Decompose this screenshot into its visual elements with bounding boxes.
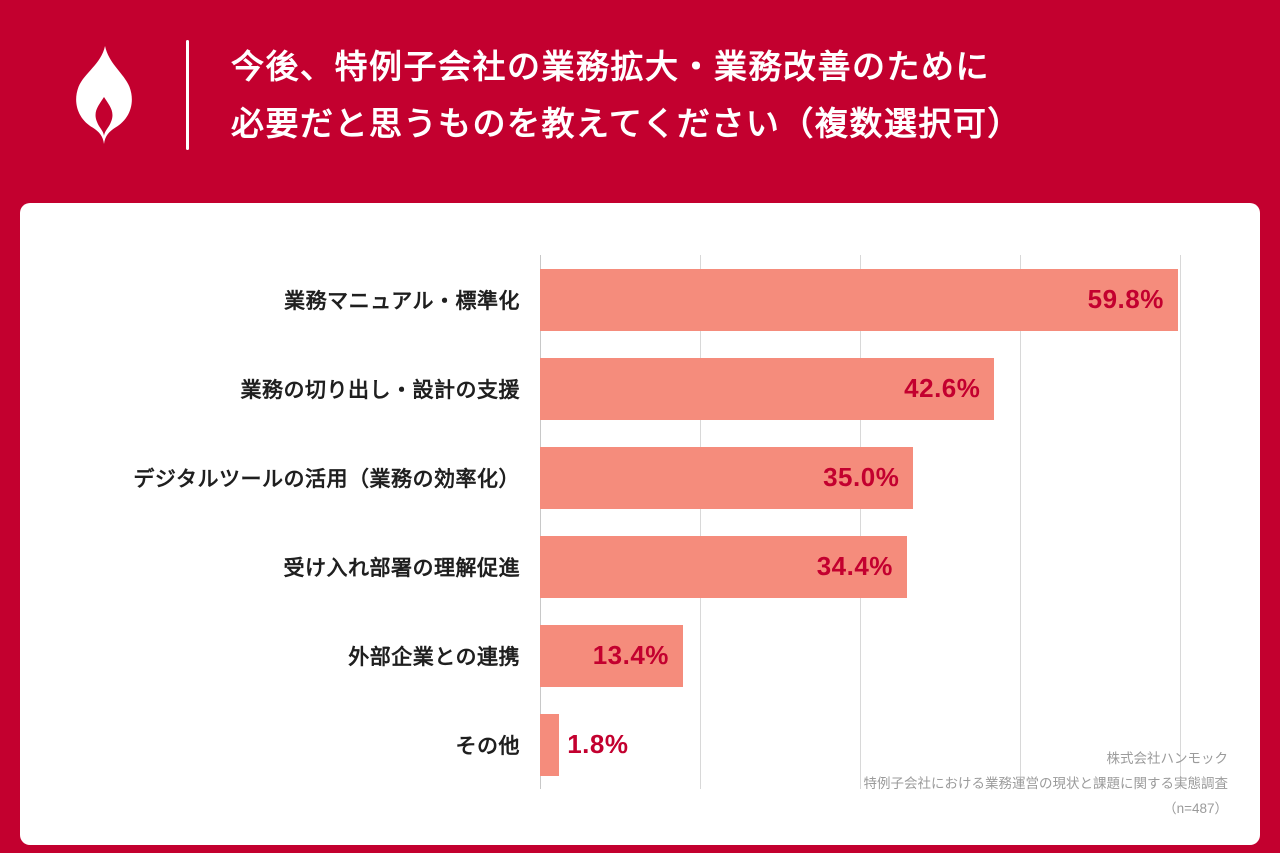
page-title-line2: 必要だと思うものを教えてください（複数選択可） <box>231 104 1022 142</box>
bar-row: 42.6% <box>540 344 1180 433</box>
source-note: 株式会社ハンモック 特例子会社における業務運営の現状と課題に関する実態調査 （n… <box>864 746 1229 821</box>
bar-row: 34.4% <box>540 522 1180 611</box>
category-label: 業務の切り出し・設計の支援 <box>240 378 520 402</box>
value-label: 13.4% <box>592 640 669 670</box>
category-label: その他 <box>455 734 520 758</box>
bar: 34.4% <box>540 535 907 598</box>
category-label: デジタルツールの活用（業務の効率化） <box>133 467 520 491</box>
page-title: 今後、特例子会社の業務拡大・業務改善のために 必要だと思うものを教えてください（… <box>231 38 1022 152</box>
source-sample-size: （n=487） <box>1163 801 1228 816</box>
gridline <box>1020 255 1021 789</box>
category-label: 外部企業との連携 <box>348 645 520 669</box>
source-company: 株式会社ハンモック <box>1106 751 1229 766</box>
bars-area: 59.8% 42.6% 35.0% 34.4% 13.4% 1.8% <box>540 255 1180 789</box>
flame-icon <box>68 44 140 146</box>
bar-row: 13.4% <box>540 611 1180 700</box>
bar: 13.4% <box>540 624 683 687</box>
category-label: 受け入れ部署の理解促進 <box>283 556 520 580</box>
value-label: 1.8% <box>567 729 629 759</box>
gridline <box>700 255 701 789</box>
bar: 42.6% <box>540 357 995 420</box>
header: 今後、特例子会社の業務拡大・業務改善のために 必要だと思うものを教えてください（… <box>0 0 1280 203</box>
gridline <box>860 255 861 789</box>
bar-row: 35.0% <box>540 433 1180 522</box>
bar-row: 59.8% <box>540 255 1180 344</box>
header-divider <box>186 39 189 150</box>
bar-chart: 業務マニュアル・標準化業務の切り出し・設計の支援デジタルツールの活用（業務の効率… <box>20 255 1260 789</box>
value-label: 59.8% <box>1087 284 1164 314</box>
bar: 59.8% <box>540 268 1178 331</box>
value-label: 35.0% <box>823 462 900 492</box>
gridlines <box>540 255 1181 789</box>
axis-line <box>540 255 541 789</box>
value-label: 34.4% <box>816 551 893 581</box>
page-title-line1: 今後、特例子会社の業務拡大・業務改善のために <box>231 47 990 85</box>
bar: 35.0% <box>540 446 914 509</box>
category-labels: 業務マニュアル・標準化業務の切り出し・設計の支援デジタルツールの活用（業務の効率… <box>20 255 540 789</box>
value-label: 42.6% <box>904 373 981 403</box>
source-survey-title: 特例子会社における業務運営の現状と課題に関する実態調査 <box>863 776 1229 791</box>
chart-card: 業務マニュアル・標準化業務の切り出し・設計の支援デジタルツールの活用（業務の効率… <box>20 203 1260 845</box>
bar <box>540 713 560 776</box>
gridline <box>1180 255 1181 789</box>
category-label: 業務マニュアル・標準化 <box>284 289 520 313</box>
bar-row: 1.8% <box>540 700 1180 789</box>
plot-area: 59.8% 42.6% 35.0% 34.4% 13.4% 1.8% <box>540 255 1181 789</box>
